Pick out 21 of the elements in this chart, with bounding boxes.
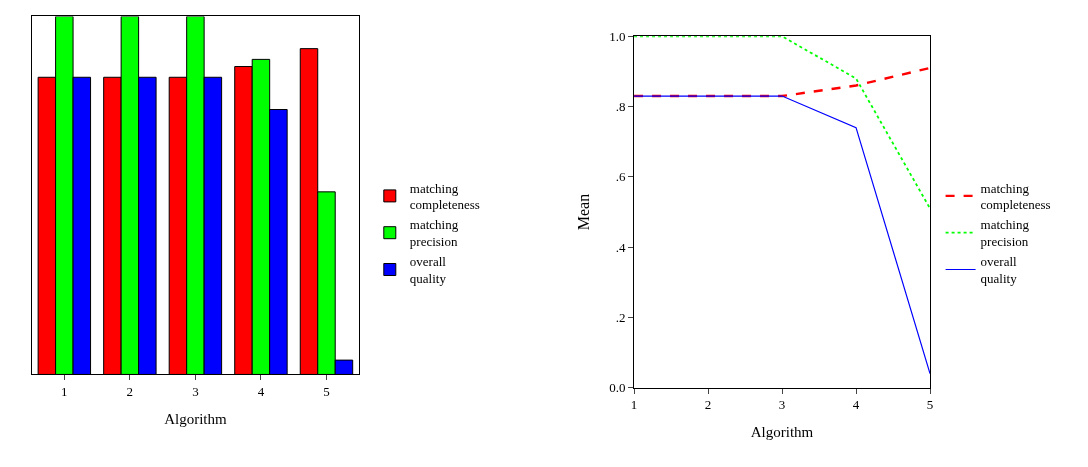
y-tick-label: .8 bbox=[615, 99, 626, 115]
y-tick-label: .2 bbox=[615, 309, 626, 325]
x-tick-label: 3 bbox=[192, 384, 199, 400]
y-axis-title: Mean bbox=[575, 193, 593, 231]
x-tick-label: 1 bbox=[630, 397, 638, 413]
x-tick-label: 3 bbox=[778, 397, 786, 413]
y-tick-label: 1.0 bbox=[609, 28, 626, 44]
x-tick-label: 5 bbox=[926, 397, 934, 413]
y-tick-label: .6 bbox=[615, 169, 626, 185]
x-axis-title: Algorithm bbox=[164, 411, 227, 428]
x-tick-label: 2 bbox=[704, 397, 712, 413]
legend-label: overall quality bbox=[980, 254, 1018, 287]
x-tick-label: 4 bbox=[257, 384, 265, 400]
x-tick-label: 2 bbox=[126, 384, 134, 400]
x-axis-title: Algorithm bbox=[750, 424, 814, 441]
x-tick-label: 5 bbox=[323, 384, 330, 400]
x-tick-label: 1 bbox=[61, 384, 68, 400]
y-tick-label: .4 bbox=[615, 239, 626, 255]
legend-label: overall quality bbox=[409, 254, 447, 287]
x-tick-label: 4 bbox=[852, 397, 860, 413]
y-tick-label: 0.0 bbox=[609, 380, 626, 396]
